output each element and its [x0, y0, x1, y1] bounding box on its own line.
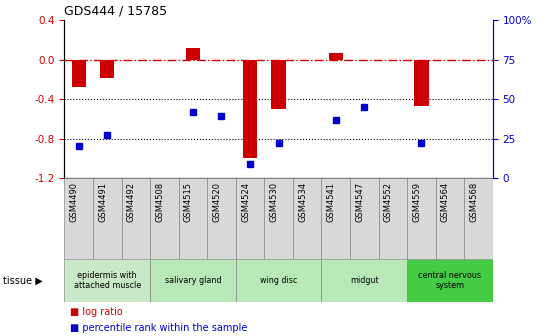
- Bar: [464, 178, 493, 259]
- Text: GSM4568: GSM4568: [469, 182, 478, 222]
- Text: GSM4524: GSM4524: [241, 182, 250, 222]
- Text: GSM4490: GSM4490: [69, 182, 78, 222]
- Bar: [293, 178, 321, 259]
- Bar: [122, 178, 150, 259]
- Text: central nervous
system: central nervous system: [418, 271, 482, 290]
- Bar: [243, 60, 257, 158]
- Bar: [272, 60, 286, 109]
- Text: GSM4547: GSM4547: [355, 182, 364, 222]
- Bar: [64, 259, 150, 302]
- Bar: [236, 259, 321, 302]
- Bar: [350, 178, 379, 259]
- Bar: [100, 60, 114, 78]
- Bar: [186, 48, 200, 60]
- Bar: [414, 60, 428, 106]
- Bar: [207, 178, 236, 259]
- Text: tissue ▶: tissue ▶: [3, 276, 43, 286]
- Text: GSM4552: GSM4552: [384, 182, 393, 222]
- Text: epidermis with
attached muscle: epidermis with attached muscle: [73, 271, 141, 290]
- Bar: [179, 178, 207, 259]
- Bar: [64, 178, 93, 259]
- Bar: [150, 178, 179, 259]
- Text: GSM4492: GSM4492: [127, 182, 136, 222]
- Text: GSM4515: GSM4515: [184, 182, 193, 222]
- Bar: [93, 178, 122, 259]
- Text: GDS444 / 15785: GDS444 / 15785: [64, 5, 167, 17]
- Text: GSM4541: GSM4541: [326, 182, 335, 222]
- Bar: [264, 178, 293, 259]
- Text: wing disc: wing disc: [260, 276, 297, 285]
- Text: GSM4508: GSM4508: [155, 182, 165, 222]
- Bar: [236, 178, 264, 259]
- Bar: [407, 259, 493, 302]
- Text: midgut: midgut: [350, 276, 379, 285]
- Text: GSM4559: GSM4559: [412, 182, 421, 222]
- Bar: [72, 60, 86, 87]
- Bar: [407, 178, 436, 259]
- Bar: [379, 178, 407, 259]
- Bar: [321, 178, 350, 259]
- Text: GSM4520: GSM4520: [212, 182, 221, 222]
- Text: GSM4491: GSM4491: [98, 182, 108, 222]
- Text: ■ log ratio: ■ log ratio: [70, 307, 123, 318]
- Text: ■ percentile rank within the sample: ■ percentile rank within the sample: [70, 323, 248, 333]
- Text: GSM4534: GSM4534: [298, 182, 307, 222]
- Bar: [321, 259, 407, 302]
- Text: GSM4564: GSM4564: [441, 182, 450, 222]
- Text: salivary gland: salivary gland: [165, 276, 221, 285]
- Bar: [436, 178, 464, 259]
- Bar: [329, 53, 343, 60]
- Bar: [150, 259, 236, 302]
- Text: GSM4530: GSM4530: [269, 182, 279, 222]
